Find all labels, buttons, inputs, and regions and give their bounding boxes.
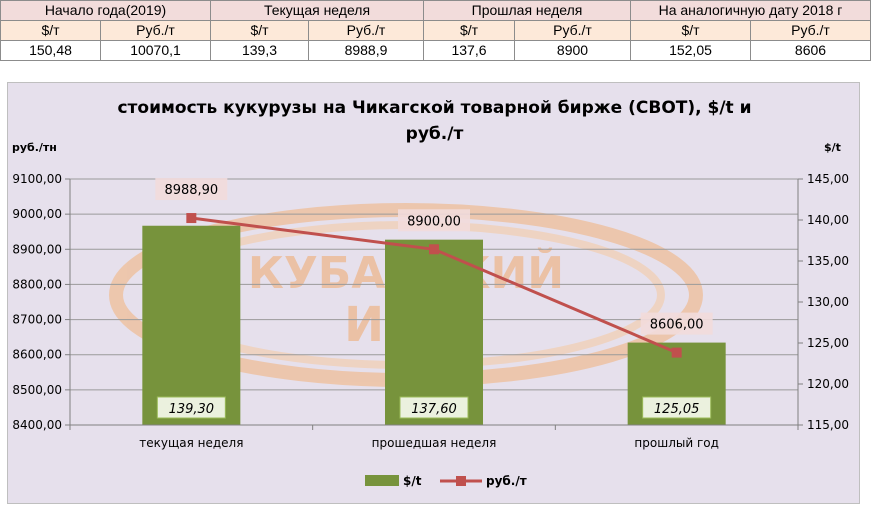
axes: 8400,00 8500,00 8600,00 8700,00 8800,00 8900,… [12,172,849,450]
value-cell: 8606 [749,40,872,61]
line-value-label: 8900,00 [407,214,461,229]
line-value-box [640,312,713,335]
bar [142,225,241,425]
right-axis-tick-label: 130,00 [807,295,849,309]
bar [385,239,483,425]
bar-value-label: 137,60 [411,402,457,417]
value-cell: 8988,9 [308,40,424,61]
left-axis-tick-label: 8600,00 [12,348,62,362]
left-axis-tick-label: 8400,00 [12,418,62,432]
line-marker [671,347,682,358]
line-value-label: 8606,00 [650,318,704,333]
chart-plot: КУБАНСКИЙ ИКЦ 8400,008500,008600,008700,… [12,172,849,488]
right-axis-tick-label: 140,00 [807,213,849,227]
value-cell: 137,6 [423,40,515,61]
group-header-current-week: Текущая неделя [210,0,424,21]
left-axis-tick-label: 8800,00 [12,277,62,291]
left-axis-tick-label: 9100,00 [12,172,62,186]
value-cell: 139,3 [210,40,309,61]
right-axis-tick-label: 145,00 [807,172,849,186]
left-axis-tick-label: 8700,00 [12,313,62,327]
legend-swatch-bar [365,475,399,486]
x-axis-category-label: прошлый год [634,436,719,450]
bar-value-box [156,396,226,419]
unit-cell: Руб./т [514,20,631,41]
unit-cell: $/т [630,20,751,41]
right-axis-tick-label: 135,00 [807,254,849,268]
unit-cell: $/т [210,20,309,41]
legend-label-bar: $/t [403,474,422,488]
data-labels: 139,30 137,60 125,05 8988,90 8900,00 8606,00 [155,178,713,419]
value-cell: 10070,1 [100,40,211,61]
unit-cell: $/т [423,20,515,41]
chart-title: стоимость кукурузы на Чикагской товарной… [117,98,752,144]
x-axis-category-label: текущая неделя [139,436,243,450]
value-cell: 150,48 [0,40,101,61]
summary-units-row: $/т Руб./т $/т Руб./т $/т Руб./т $/т Руб… [0,20,872,41]
left-axis-tick-label: 9000,00 [12,207,62,221]
unit-cell: Руб./т [308,20,424,41]
unit-cell: Руб./т [100,20,211,41]
line-series [186,213,682,358]
legend: $/t руб./т [365,474,527,488]
group-header-same-date-2018: На аналогичную дату 2018 г [629,0,872,21]
right-axis-tick-label: 115,00 [807,418,849,432]
line-marker [186,213,197,224]
line-value-box [398,209,470,232]
line-value-box [155,178,228,201]
legend-swatch-marker [456,476,466,486]
bar-value-box [399,396,469,419]
group-header-year-start: Начало года(2019) [0,0,211,21]
unit-cell: Руб./т [749,20,872,41]
unit-cell: $/т [0,20,101,41]
right-axis-tick-label: 120,00 [807,377,849,391]
group-header-last-week: Прошлая неделя [423,0,631,21]
line-marker [429,244,439,255]
summary-values-row: 150,48 10070,1 139,3 8988,9 137,6 8900 1… [0,40,872,61]
bar-value-label: 139,30 [169,402,215,417]
right-axis-tick-label: 125,00 [807,336,849,350]
summary-table: Начало года(2019) Текущая неделя Прошлая… [0,0,872,61]
left-axis-tick-label: 8500,00 [12,383,62,397]
line-value-label: 8988,90 [164,183,218,198]
x-axis-category-label: прошедшая неделя [372,436,497,450]
bar-value-label: 125,05 [654,402,700,417]
chart-area: стоимость кукурузы на Чикагской товарной… [7,82,860,504]
right-axis-unit: $/t [824,141,841,154]
left-axis-tick-label: 8900,00 [12,242,62,256]
value-cell: 8900 [514,40,631,61]
left-axis-unit: руб./тн [12,141,57,154]
value-cell: 152,05 [630,40,751,61]
bar-value-box [642,396,712,419]
summary-header-row: Начало года(2019) Текущая неделя Прошлая… [0,0,872,21]
legend-label-line: руб./т [486,474,527,488]
